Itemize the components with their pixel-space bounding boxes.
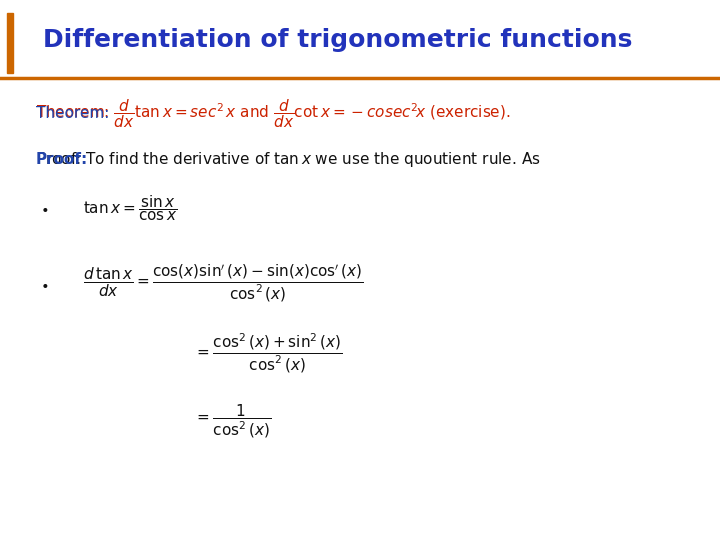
Text: $\bullet$: $\bullet$ xyxy=(40,276,48,291)
Text: Proof:: Proof: xyxy=(36,152,89,167)
Text: Theorem:: Theorem: xyxy=(36,106,109,121)
Text: $= \dfrac{1}{\cos^2(x)}$: $= \dfrac{1}{\cos^2(x)}$ xyxy=(194,402,271,440)
Bar xyxy=(7,14,13,73)
Text: $\dfrac{d\,\tan x}{dx} = \dfrac{\cos(x)\sin^{\prime}(x) - \sin(x)\cos^{\prime}(x: $\dfrac{d\,\tan x}{dx} = \dfrac{\cos(x)\… xyxy=(83,263,364,304)
Text: $= \dfrac{\cos^2(x) + \sin^2(x)}{\cos^2(x)}$: $= \dfrac{\cos^2(x) + \sin^2(x)}{\cos^2(… xyxy=(194,332,343,375)
Text: $\bullet$: $\bullet$ xyxy=(40,201,48,215)
Text: $\tan x = \dfrac{\sin x}{\cos x}$: $\tan x = \dfrac{\sin x}{\cos x}$ xyxy=(83,193,177,223)
Text: Differentiation of trigonometric functions: Differentiation of trigonometric functio… xyxy=(43,29,633,52)
Text: Theorem: $\dfrac{d}{dx}\tan x = \mathit{sec}^2\, x$ and $\dfrac{d}{dx}\cot x = -: Theorem: $\dfrac{d}{dx}\tan x = \mathit{… xyxy=(36,97,510,130)
Text: Proof: To find the derivative of $\mathrm{tan}\,x$ we use the quoutient rule. As: Proof: To find the derivative of $\mathr… xyxy=(36,150,541,169)
